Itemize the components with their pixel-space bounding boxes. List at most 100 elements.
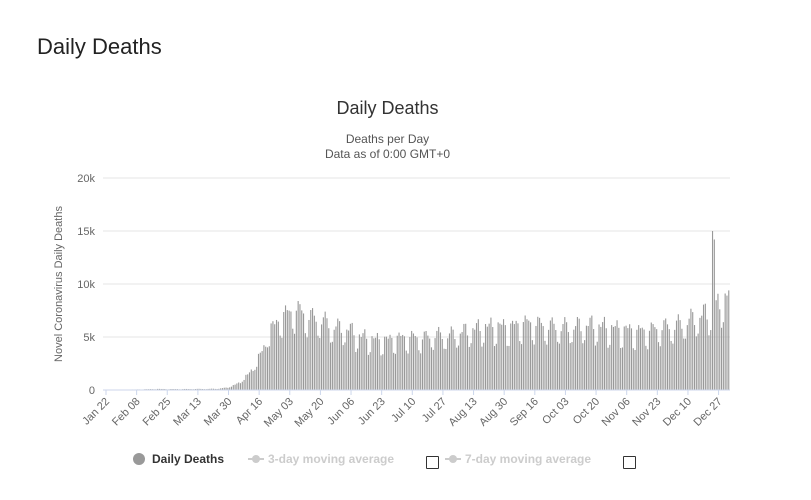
bar[interactable] xyxy=(302,313,305,390)
bar[interactable] xyxy=(638,325,640,390)
bar[interactable] xyxy=(391,337,393,390)
bar[interactable] xyxy=(414,336,416,390)
bar[interactable] xyxy=(645,345,647,390)
bar[interactable] xyxy=(544,340,546,390)
bar[interactable] xyxy=(304,333,306,390)
bar[interactable] xyxy=(198,388,200,390)
bar[interactable] xyxy=(627,328,629,390)
bar[interactable] xyxy=(211,388,213,390)
bar[interactable] xyxy=(328,328,330,390)
bar[interactable] xyxy=(632,348,634,390)
bar[interactable] xyxy=(221,388,224,390)
bar[interactable] xyxy=(578,318,580,390)
bar[interactable] xyxy=(333,329,335,390)
bar[interactable] xyxy=(196,388,198,390)
legend-item-7day-average[interactable]: 7-day moving average xyxy=(445,452,591,466)
bar[interactable] xyxy=(724,293,726,390)
bar[interactable] xyxy=(346,329,348,390)
bar[interactable] xyxy=(200,388,202,390)
bar[interactable] xyxy=(185,388,187,390)
bar[interactable] xyxy=(162,388,164,390)
bar[interactable] xyxy=(398,332,400,390)
bar[interactable] xyxy=(575,326,577,390)
bar[interactable] xyxy=(319,338,321,390)
bar[interactable] xyxy=(648,330,651,390)
bar[interactable] xyxy=(295,310,297,390)
bar[interactable] xyxy=(679,320,681,390)
bar[interactable] xyxy=(321,324,323,390)
bar[interactable] xyxy=(380,355,382,390)
bar[interactable] xyxy=(555,330,557,390)
bar[interactable] xyxy=(643,329,645,390)
bar[interactable] xyxy=(717,293,719,390)
bar[interactable] xyxy=(263,345,265,390)
bar[interactable] xyxy=(308,319,310,390)
bar[interactable] xyxy=(212,388,215,390)
bar[interactable] xyxy=(283,312,285,390)
bar[interactable] xyxy=(407,353,409,390)
bar[interactable] xyxy=(281,337,283,390)
bar[interactable] xyxy=(611,325,613,390)
bar[interactable] xyxy=(252,370,254,390)
bar[interactable] xyxy=(369,352,371,390)
bar[interactable] xyxy=(519,341,521,390)
bar[interactable] xyxy=(220,388,222,390)
bar[interactable] xyxy=(239,383,242,390)
bar[interactable] xyxy=(477,319,479,390)
bar[interactable] xyxy=(448,333,451,390)
bar[interactable] xyxy=(403,336,406,390)
bar[interactable] xyxy=(457,345,460,390)
bar[interactable] xyxy=(605,328,607,390)
bar[interactable] xyxy=(625,325,627,390)
bar[interactable] xyxy=(184,388,186,390)
bar[interactable] xyxy=(254,369,256,390)
bar[interactable] xyxy=(521,344,523,390)
bar[interactable] xyxy=(223,387,225,390)
bar[interactable] xyxy=(602,322,604,390)
bar[interactable] xyxy=(373,338,375,390)
bar[interactable] xyxy=(322,317,324,390)
bar[interactable] xyxy=(659,346,661,390)
bar[interactable] xyxy=(483,342,485,390)
bar[interactable] xyxy=(702,304,705,390)
bar[interactable] xyxy=(358,334,360,390)
bar[interactable] xyxy=(639,328,642,390)
bar[interactable] xyxy=(259,352,261,390)
legend-item-daily-deaths[interactable]: Daily Deaths xyxy=(133,452,224,466)
bar[interactable] xyxy=(376,332,378,390)
bar[interactable] xyxy=(247,374,249,390)
bar[interactable] xyxy=(510,323,512,390)
bar[interactable] xyxy=(355,351,357,390)
bar[interactable] xyxy=(340,332,342,390)
bar[interactable] xyxy=(209,388,211,390)
bar[interactable] xyxy=(493,346,496,390)
bar[interactable] xyxy=(229,387,231,390)
bar[interactable] xyxy=(656,329,658,390)
bar[interactable] xyxy=(634,349,636,390)
bar[interactable] xyxy=(400,335,402,390)
bar[interactable] xyxy=(697,333,699,390)
bar[interactable] xyxy=(286,310,288,390)
bar[interactable] xyxy=(475,323,478,390)
bar[interactable] xyxy=(375,337,377,390)
bar[interactable] xyxy=(580,331,582,390)
bar[interactable] xyxy=(268,346,270,390)
bar[interactable] xyxy=(317,335,319,390)
bar[interactable] xyxy=(468,346,470,390)
bar[interactable] xyxy=(353,335,355,390)
bar[interactable] xyxy=(551,317,553,390)
bar[interactable] xyxy=(385,336,387,390)
bar[interactable] xyxy=(412,333,415,390)
bar[interactable] xyxy=(641,327,643,390)
bar[interactable] xyxy=(600,326,602,390)
bar[interactable] xyxy=(688,318,690,390)
bar[interactable] xyxy=(301,310,303,390)
bar[interactable] xyxy=(706,319,708,390)
bar[interactable] xyxy=(378,339,380,390)
bar[interactable] xyxy=(299,304,301,390)
bar[interactable] xyxy=(274,324,276,390)
bar[interactable] xyxy=(465,323,467,390)
bar[interactable] xyxy=(290,311,292,391)
bar[interactable] xyxy=(158,388,160,390)
bar[interactable] xyxy=(569,343,571,390)
